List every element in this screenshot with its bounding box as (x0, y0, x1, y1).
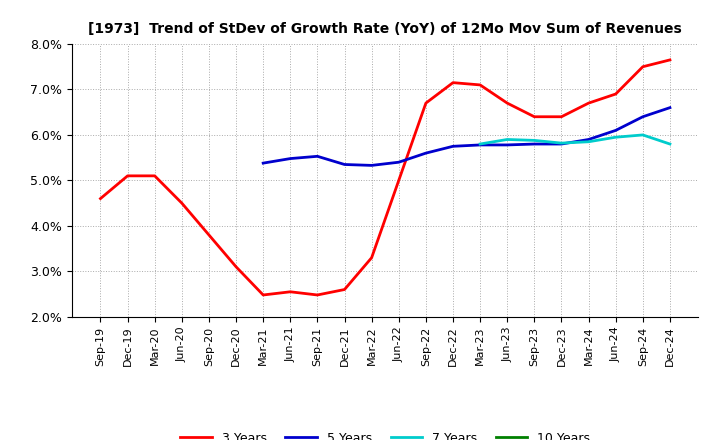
3 Years (259, 292, 268, 297)
3 Years (204, 232, 213, 238)
Line: 7 Years: 7 Years (480, 135, 670, 144)
7 Years (530, 138, 539, 143)
7 Years (665, 141, 674, 147)
5 Years (530, 141, 539, 147)
3 Years (449, 80, 457, 85)
7 Years (584, 139, 593, 144)
3 Years (96, 196, 105, 201)
5 Years (449, 143, 457, 149)
3 Years (611, 92, 620, 97)
5 Years (259, 161, 268, 166)
5 Years (313, 154, 322, 159)
5 Years (665, 105, 674, 110)
7 Years (611, 135, 620, 140)
3 Years (476, 82, 485, 88)
3 Years (639, 64, 647, 70)
3 Years (313, 292, 322, 297)
Line: 5 Years: 5 Years (264, 108, 670, 165)
3 Years (232, 264, 240, 269)
5 Years (341, 162, 349, 167)
3 Years (341, 287, 349, 292)
3 Years (178, 201, 186, 206)
3 Years (123, 173, 132, 179)
7 Years (557, 140, 566, 146)
3 Years (395, 178, 403, 183)
3 Years (503, 100, 511, 106)
5 Years (476, 142, 485, 147)
5 Years (639, 114, 647, 119)
3 Years (584, 100, 593, 106)
5 Years (421, 150, 430, 156)
5 Years (503, 142, 511, 147)
3 Years (367, 255, 376, 260)
5 Years (557, 141, 566, 147)
5 Years (367, 163, 376, 168)
7 Years (639, 132, 647, 138)
3 Years (286, 289, 294, 294)
5 Years (286, 156, 294, 161)
5 Years (611, 128, 620, 133)
Title: [1973]  Trend of StDev of Growth Rate (YoY) of 12Mo Mov Sum of Revenues: [1973] Trend of StDev of Growth Rate (Yo… (89, 22, 682, 36)
3 Years (150, 173, 159, 179)
7 Years (476, 141, 485, 147)
5 Years (584, 137, 593, 142)
3 Years (530, 114, 539, 119)
5 Years (395, 160, 403, 165)
3 Years (557, 114, 566, 119)
3 Years (421, 100, 430, 106)
3 Years (665, 57, 674, 62)
Legend: 3 Years, 5 Years, 7 Years, 10 Years: 3 Years, 5 Years, 7 Years, 10 Years (176, 427, 595, 440)
7 Years (503, 137, 511, 142)
Line: 3 Years: 3 Years (101, 60, 670, 295)
